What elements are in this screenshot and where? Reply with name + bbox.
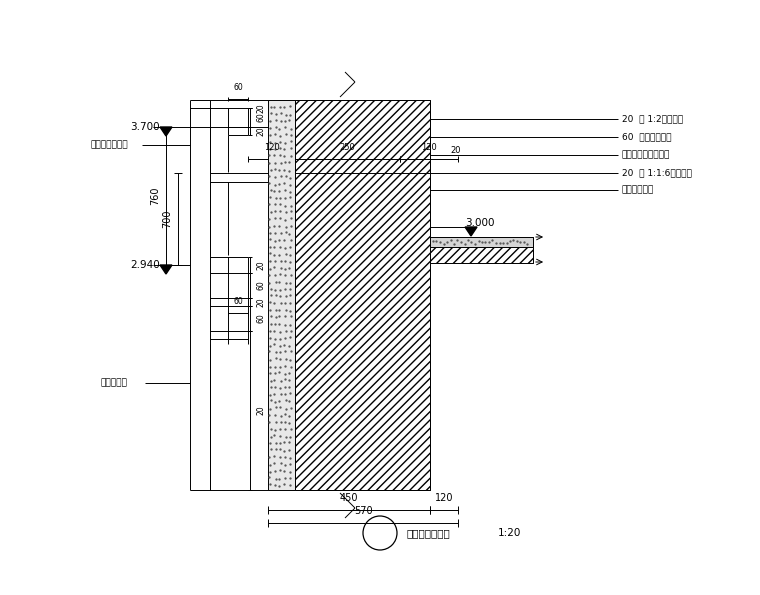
- Text: 120: 120: [421, 143, 437, 152]
- Text: 2.940: 2.940: [130, 260, 160, 270]
- Text: 700: 700: [162, 210, 172, 228]
- Text: 3.700: 3.700: [130, 122, 160, 132]
- Polygon shape: [160, 127, 172, 136]
- Text: 60: 60: [256, 281, 265, 290]
- Text: 山墙一层顶线角: 山墙一层顶线角: [406, 528, 450, 538]
- Text: 60: 60: [256, 112, 265, 123]
- Text: 60: 60: [233, 297, 243, 306]
- Text: 60: 60: [256, 314, 265, 323]
- Text: 20: 20: [256, 297, 265, 307]
- Bar: [430, 247, 533, 263]
- Text: 20  厚 1:2水泥砂浆: 20 厚 1:2水泥砂浆: [622, 114, 683, 124]
- Text: 120: 120: [264, 143, 280, 152]
- Bar: [268, 100, 295, 490]
- Text: 20  厚 1:1:6混合砂浆: 20 厚 1:1:6混合砂浆: [622, 168, 692, 177]
- Text: 570: 570: [353, 506, 372, 516]
- Text: 现浇钢筋混凝土楼板: 现浇钢筋混凝土楼板: [622, 151, 670, 159]
- Bar: [295, 100, 430, 490]
- Text: 20: 20: [256, 406, 265, 415]
- Text: 60  厚护坡混凝土: 60 厚护坡混凝土: [622, 133, 672, 142]
- Text: 760: 760: [150, 187, 160, 205]
- Text: 刷白色涂料: 刷白色涂料: [100, 378, 127, 387]
- Bar: [430, 237, 533, 247]
- Text: 刷白相色涂料: 刷白相色涂料: [622, 186, 654, 195]
- Text: 20: 20: [256, 126, 265, 136]
- Text: 120: 120: [435, 493, 453, 503]
- Text: 氟白色外墙面砖: 氟白色外墙面砖: [90, 140, 128, 149]
- Polygon shape: [465, 227, 477, 236]
- Text: 60: 60: [233, 83, 243, 92]
- Text: 1:20: 1:20: [498, 528, 521, 538]
- Text: 20: 20: [256, 103, 265, 113]
- Text: 3.000: 3.000: [465, 218, 495, 228]
- Text: 20: 20: [450, 146, 461, 155]
- Text: 250: 250: [340, 143, 356, 152]
- Text: 450: 450: [340, 493, 358, 503]
- Polygon shape: [160, 265, 172, 274]
- Text: 20: 20: [256, 260, 265, 270]
